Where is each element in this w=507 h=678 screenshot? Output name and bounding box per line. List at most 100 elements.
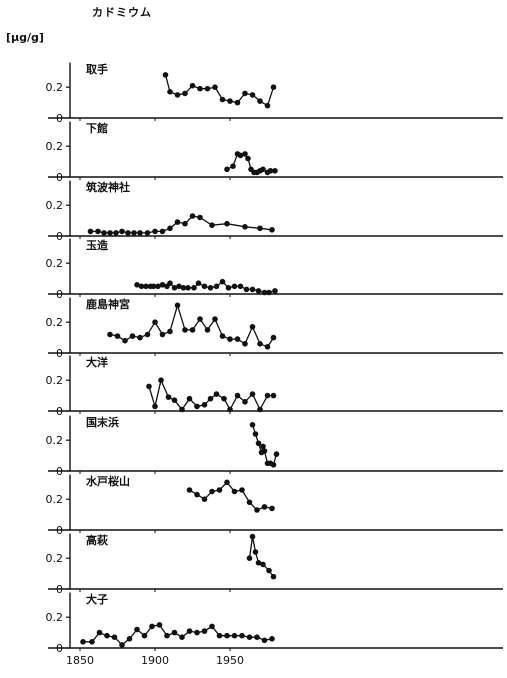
station-label: 玉造 xyxy=(86,238,109,252)
data-point xyxy=(242,151,248,157)
data-point xyxy=(159,228,166,235)
data-point xyxy=(245,155,251,162)
data-point xyxy=(171,397,178,404)
data-point xyxy=(212,84,218,90)
data-point xyxy=(249,286,256,293)
data-point xyxy=(179,634,185,640)
data-point xyxy=(152,319,158,326)
y-tick-label: 0.2 xyxy=(46,316,64,329)
y-tick-label: 0.2 xyxy=(46,434,64,447)
data-point xyxy=(257,341,263,347)
data-point xyxy=(270,84,277,90)
data-point xyxy=(225,285,232,291)
data-point xyxy=(249,391,256,397)
data-point xyxy=(257,225,263,232)
data-point xyxy=(189,82,196,89)
data-point xyxy=(242,341,248,347)
y-tick-label: 0.2 xyxy=(46,199,64,212)
data-point xyxy=(266,567,272,574)
data-point xyxy=(104,632,110,639)
data-point xyxy=(270,462,277,468)
station-label: 鹿島神宮 xyxy=(86,297,130,311)
data-point xyxy=(269,636,275,642)
data-point xyxy=(242,90,248,97)
data-point xyxy=(89,639,95,645)
data-point xyxy=(119,642,125,648)
y-tick-label: 0 xyxy=(56,524,63,537)
data-point xyxy=(113,230,119,236)
x-tick-label: 1850 xyxy=(66,654,94,667)
y-tick-label: 0 xyxy=(56,171,63,184)
data-point xyxy=(270,334,277,341)
data-point xyxy=(272,288,278,294)
x-tick-label: 1950 xyxy=(216,654,244,667)
data-point xyxy=(152,228,158,235)
data-point xyxy=(260,561,266,568)
data-point xyxy=(254,634,260,640)
data-point xyxy=(182,327,188,333)
data-point xyxy=(146,383,152,390)
data-point xyxy=(249,533,256,540)
station-label: 高萩 xyxy=(86,533,108,547)
station-label: 国末浜 xyxy=(86,415,119,429)
data-point xyxy=(249,324,256,330)
data-point xyxy=(87,228,94,235)
data-point xyxy=(255,288,262,294)
data-point xyxy=(171,629,178,636)
data-point xyxy=(261,448,268,454)
data-point xyxy=(159,331,166,338)
data-point xyxy=(162,72,169,78)
data-point xyxy=(270,573,277,580)
data-point xyxy=(197,316,203,322)
data-point xyxy=(201,628,208,634)
data-point xyxy=(189,327,196,333)
data-point xyxy=(201,496,208,503)
data-point xyxy=(119,228,125,235)
data-point xyxy=(95,228,101,235)
y-tick-label: 0.2 xyxy=(46,140,64,153)
data-point xyxy=(186,628,193,634)
data-point xyxy=(264,344,271,350)
data-point xyxy=(261,289,268,296)
data-point xyxy=(266,289,272,296)
data-point xyxy=(174,302,181,309)
data-point xyxy=(164,632,170,639)
data-point xyxy=(195,280,202,287)
data-point xyxy=(224,479,230,486)
data-point xyxy=(237,283,244,290)
data-point xyxy=(209,488,215,495)
data-point xyxy=(144,331,151,338)
data-point xyxy=(227,336,233,342)
data-point xyxy=(174,92,181,98)
data-point xyxy=(246,499,253,506)
data-point xyxy=(257,406,263,413)
data-point xyxy=(155,283,161,290)
data-point xyxy=(159,282,166,288)
data-point xyxy=(134,282,140,288)
y-tick-label: 0 xyxy=(56,288,63,301)
data-point xyxy=(272,168,278,174)
data-point xyxy=(234,99,241,106)
data-point xyxy=(167,328,173,335)
data-point xyxy=(179,406,185,413)
data-point xyxy=(125,230,131,236)
data-point xyxy=(249,422,256,428)
data-point xyxy=(194,403,200,410)
data-point xyxy=(114,333,121,339)
data-point xyxy=(221,395,227,402)
data-point xyxy=(194,491,200,498)
data-point xyxy=(197,85,203,92)
data-point xyxy=(255,560,262,566)
data-point xyxy=(237,152,244,159)
data-point xyxy=(174,219,181,225)
data-point xyxy=(224,632,230,639)
data-point xyxy=(264,102,271,109)
data-point xyxy=(149,623,155,630)
data-point xyxy=(255,440,262,447)
data-point xyxy=(204,85,211,92)
chart-title: カドミウム xyxy=(92,6,152,19)
data-point xyxy=(165,394,172,400)
data-point xyxy=(239,632,245,639)
data-point xyxy=(207,285,214,291)
y-tick-label: 0 xyxy=(56,347,63,360)
